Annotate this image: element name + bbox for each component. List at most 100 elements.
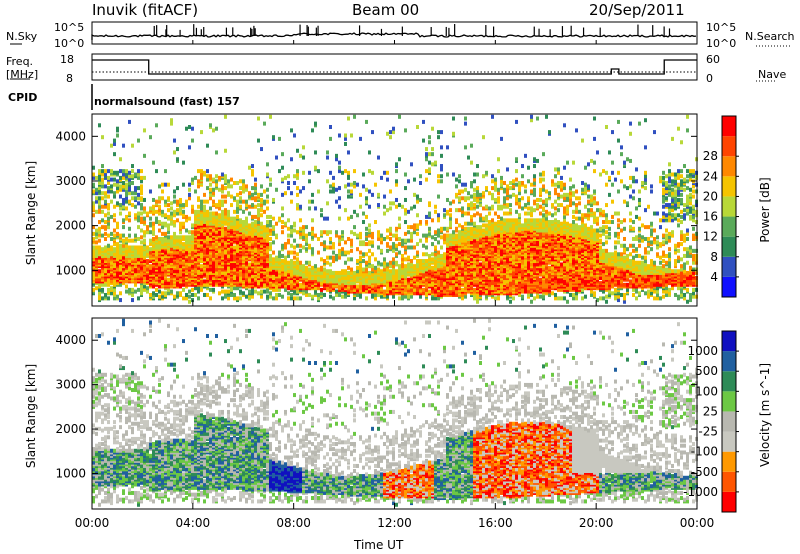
power-cell <box>263 199 266 204</box>
power-cell <box>368 270 371 275</box>
power-cell <box>365 187 368 192</box>
power-cell <box>185 199 188 204</box>
power-cell <box>251 169 254 174</box>
power-cell <box>281 259 284 264</box>
power-cell <box>383 194 386 199</box>
power-cell <box>152 204 155 209</box>
power-cell <box>395 204 398 209</box>
power-cell <box>230 203 233 208</box>
power-cell <box>143 153 146 158</box>
power-cell <box>389 189 392 194</box>
power-cell <box>434 264 437 269</box>
beam-title: Beam 00 <box>352 1 420 19</box>
power-cell <box>374 269 377 274</box>
power-cell <box>236 192 239 197</box>
station-title: Inuvik (fitACF) <box>92 1 199 19</box>
power-cell <box>398 114 401 119</box>
power-cell <box>410 259 413 264</box>
power-cell <box>431 242 434 247</box>
power-cell <box>470 143 473 148</box>
power-cell <box>203 211 206 216</box>
power-cell <box>479 267 482 272</box>
power-cell <box>209 287 212 292</box>
power-cell <box>242 209 245 214</box>
power-cell <box>98 199 101 204</box>
power-cell <box>248 262 251 267</box>
power-cell <box>269 236 272 241</box>
power-cell <box>329 284 332 289</box>
power-cell <box>323 270 326 275</box>
power-cell <box>155 287 158 292</box>
power-cell <box>191 292 194 297</box>
power-cell <box>143 175 146 180</box>
power-cell <box>104 231 107 236</box>
power-cell <box>236 220 239 225</box>
power-cell <box>275 287 278 292</box>
power-cell <box>185 269 188 274</box>
power-cell <box>434 230 437 235</box>
power-cell <box>383 289 386 294</box>
power-cell <box>326 260 329 265</box>
power-cell <box>236 209 239 214</box>
power-cell <box>245 272 248 277</box>
power-cell <box>293 238 296 243</box>
power-cell <box>440 292 443 297</box>
power-cell <box>494 296 497 301</box>
power-cell <box>134 245 137 250</box>
power-cell <box>125 257 128 262</box>
power-cell <box>107 186 110 191</box>
power-cell <box>122 233 125 238</box>
power-cell <box>227 243 230 248</box>
power-cell <box>251 214 254 219</box>
power-cell <box>194 209 197 214</box>
power-cell <box>359 270 362 275</box>
power-cell <box>395 260 398 265</box>
power-cell <box>137 196 140 201</box>
power-cell <box>248 250 251 255</box>
power-cell <box>314 150 317 155</box>
power-cell <box>92 287 95 292</box>
power-cell <box>206 260 209 265</box>
power-cell <box>419 276 422 281</box>
power-cell <box>284 259 287 264</box>
power-cell <box>470 194 473 199</box>
power-cell <box>368 228 371 233</box>
power-cell <box>392 264 395 269</box>
power-cell <box>266 226 269 231</box>
power-cell <box>404 172 407 177</box>
power-cell <box>386 286 389 291</box>
freq-unit-label: [MHz] <box>6 68 39 81</box>
power-cell <box>92 175 95 180</box>
power-cell <box>353 270 356 275</box>
power-cell <box>344 141 347 146</box>
power-cell <box>251 172 254 177</box>
power-cell <box>290 230 293 235</box>
power-cell <box>428 289 431 294</box>
power-cell <box>437 130 440 135</box>
power-cell <box>425 157 428 162</box>
power-cell <box>425 238 428 243</box>
power-cell <box>257 279 260 284</box>
power-cell <box>257 291 260 296</box>
power-cell <box>407 277 410 282</box>
power-cell <box>278 136 281 141</box>
power-cell <box>446 255 449 260</box>
power-cell <box>482 228 485 233</box>
power-cell <box>164 199 167 204</box>
power-cell <box>215 253 218 258</box>
power-cell <box>491 192 494 197</box>
power-cell <box>431 257 434 262</box>
power-cell <box>170 201 173 206</box>
power-cell <box>218 213 221 218</box>
power-cell <box>332 189 335 194</box>
power-cell <box>350 238 353 243</box>
power-cell <box>368 189 371 194</box>
power-cell <box>140 235 143 240</box>
power-cell <box>395 179 398 184</box>
power-cell <box>116 179 119 184</box>
power-cell <box>92 172 95 177</box>
power-cell <box>320 274 323 279</box>
power-cell <box>296 169 299 174</box>
power-cell <box>365 252 368 257</box>
power-cell <box>341 250 344 255</box>
